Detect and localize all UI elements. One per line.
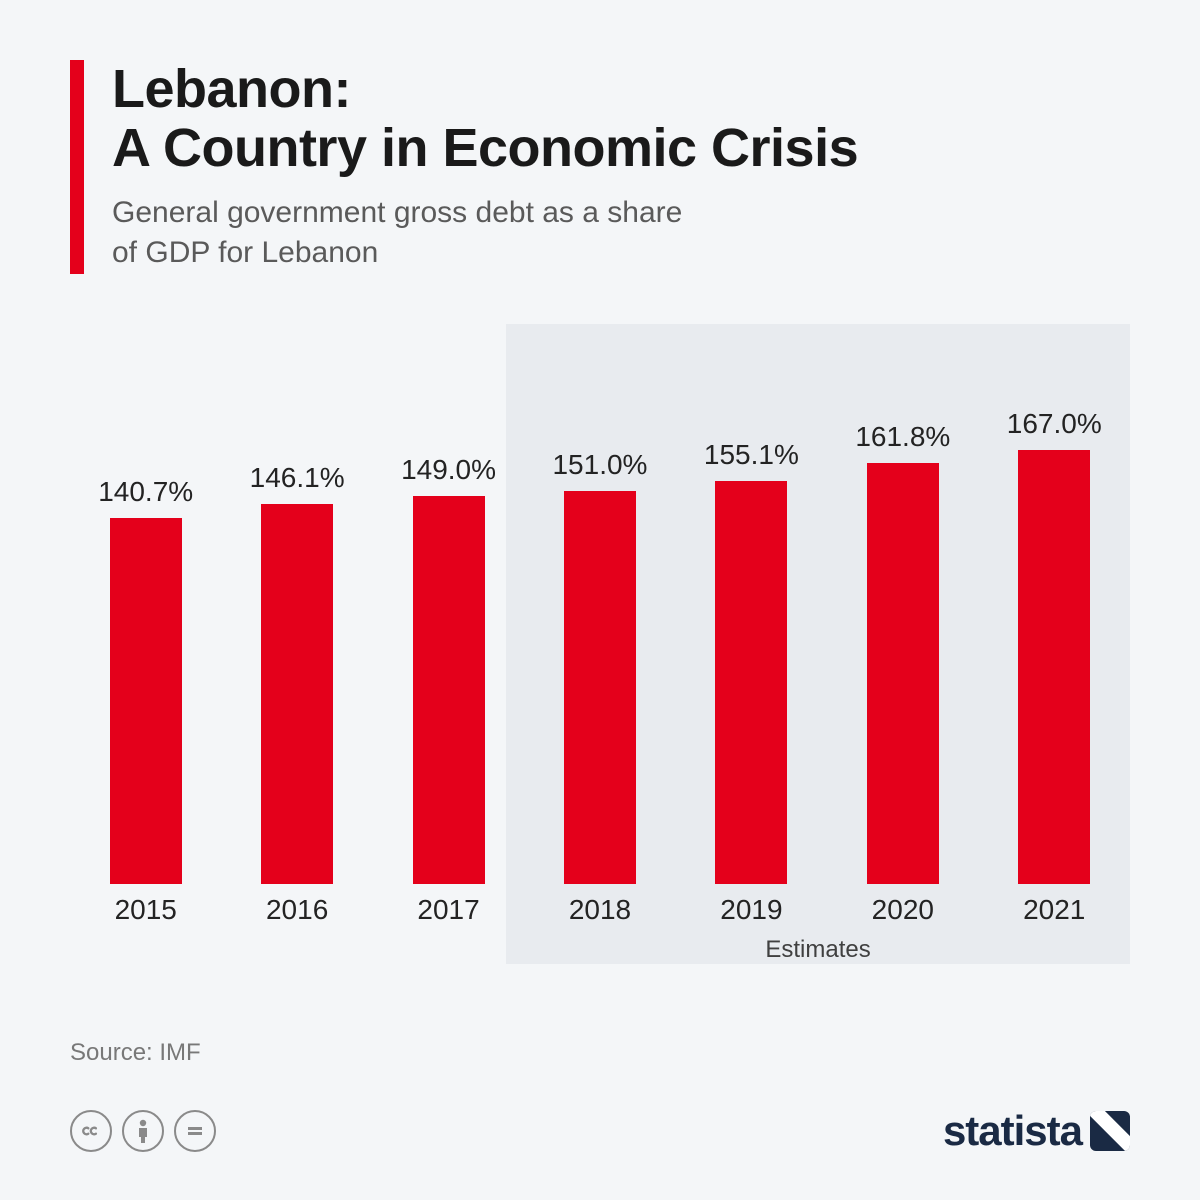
x-axis-label: 2017 (373, 894, 524, 926)
noderivs-icon (174, 1110, 216, 1152)
footer: statista (70, 1107, 1130, 1155)
x-axis-label: 2021 (979, 894, 1130, 926)
bar-column: 167.0% (979, 324, 1130, 884)
logo-text: statista (943, 1107, 1082, 1155)
bar-value-label: 140.7% (98, 476, 193, 508)
bar (1018, 450, 1090, 884)
bar-value-label: 149.0% (401, 454, 496, 486)
bar-column: 161.8% (827, 324, 978, 884)
title-line-2: A Country in Economic Crisis (112, 118, 858, 178)
bar-column: 146.1% (221, 324, 372, 884)
x-axis-label: 2018 (524, 894, 675, 926)
x-axis-label: 2020 (827, 894, 978, 926)
bar-column: 149.0% (373, 324, 524, 884)
bar-column: 151.0% (524, 324, 675, 884)
bars-row: 140.7% 146.1% 149.0% 151.0% 155.1% 161.8% 167.… (70, 324, 1130, 884)
chart-area: 140.7% 146.1% 149.0% 151.0% 155.1% 161.8% 167.… (70, 324, 1130, 964)
bar (110, 518, 182, 884)
bar-value-label: 161.8% (855, 421, 950, 453)
bar (564, 491, 636, 884)
x-axis-label: 2016 (221, 894, 372, 926)
bar-value-label: 146.1% (250, 462, 345, 494)
x-axis-labels: 2015201620172018201920202021 (70, 894, 1130, 926)
source-text: Source: IMF (70, 1039, 1130, 1067)
bar-value-label: 167.0% (1007, 408, 1102, 440)
cc-icon (70, 1110, 112, 1152)
header-text: Lebanon: A Country in Economic Crisis Ge… (112, 60, 858, 274)
bar-value-label: 155.1% (704, 439, 799, 471)
accent-bar (70, 60, 84, 274)
bar (867, 463, 939, 884)
title-line-1: Lebanon: (112, 59, 351, 119)
estimates-label: Estimates (758, 936, 878, 964)
attribution-icon (122, 1110, 164, 1152)
bar (715, 481, 787, 884)
bar-value-label: 151.0% (552, 449, 647, 481)
chart-title: Lebanon: A Country in Economic Crisis (112, 60, 858, 179)
bar (261, 504, 333, 884)
bar-column: 155.1% (676, 324, 827, 884)
statista-logo: statista (943, 1107, 1130, 1155)
x-axis-label: 2015 (70, 894, 221, 926)
logo-mark-icon (1090, 1111, 1130, 1151)
x-axis-label: 2019 (676, 894, 827, 926)
header: Lebanon: A Country in Economic Crisis Ge… (70, 60, 1130, 274)
chart-subtitle: General government gross debt as a share… (112, 193, 858, 274)
license-icons (70, 1110, 216, 1152)
bar (413, 496, 485, 883)
bar-column: 140.7% (70, 324, 221, 884)
